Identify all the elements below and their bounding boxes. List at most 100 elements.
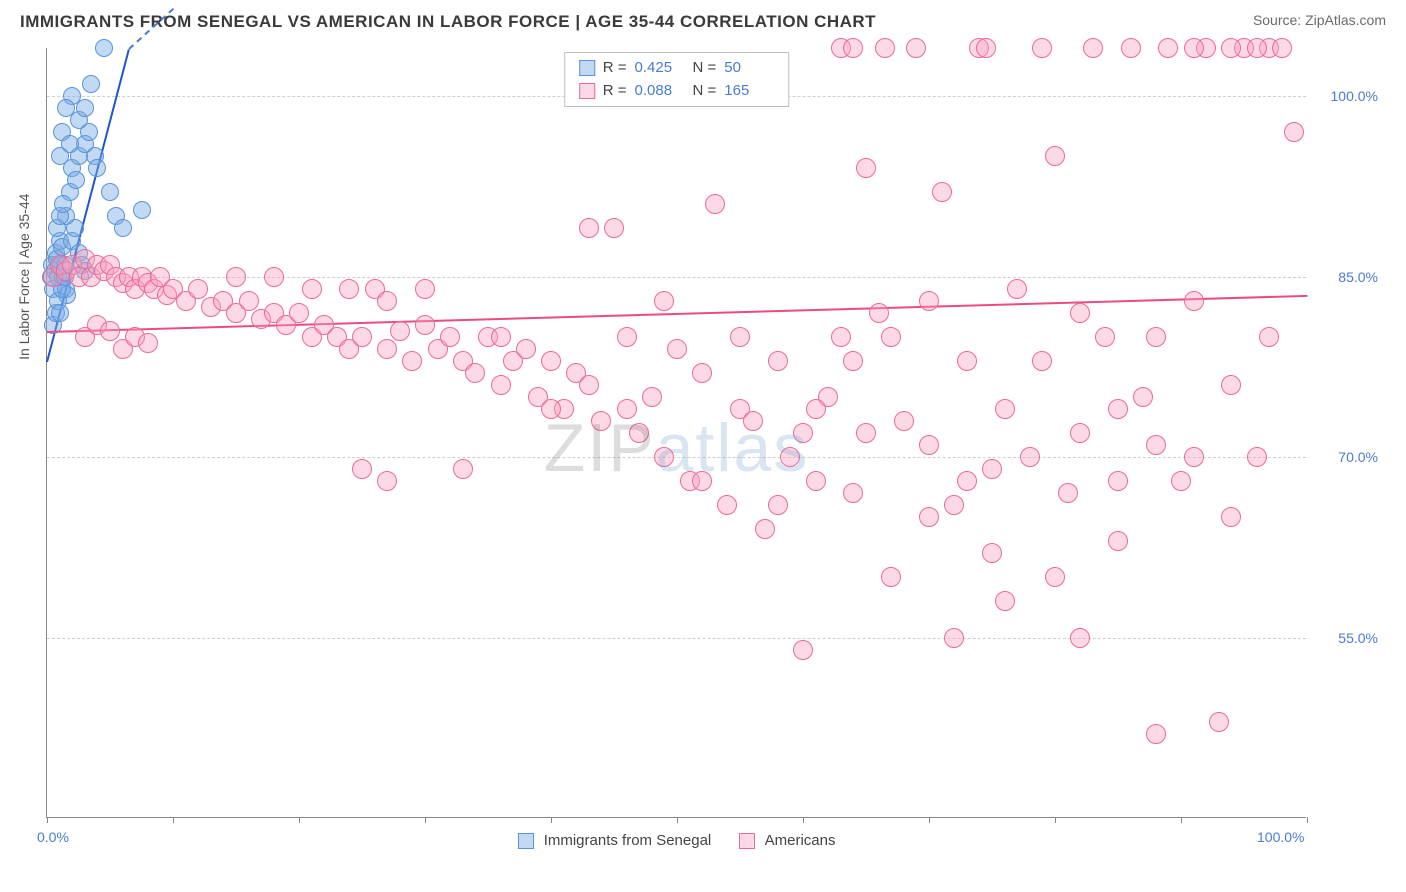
x-tick (1181, 817, 1182, 823)
data-point-senegal (61, 135, 79, 153)
data-point-americans (226, 267, 246, 287)
data-point-americans (1058, 483, 1078, 503)
data-point-senegal (54, 195, 72, 213)
plot-area: ZIPatlas R = 0.425 N = 50 R = 0.088 N = … (46, 48, 1306, 818)
source-name: ZipAtlas.com (1305, 12, 1386, 28)
data-point-americans (1259, 327, 1279, 347)
data-point-americans (138, 333, 158, 353)
data-point-americans (1070, 628, 1090, 648)
x-tick (299, 817, 300, 823)
data-point-americans (995, 399, 1015, 419)
data-point-americans (944, 628, 964, 648)
data-point-americans (982, 459, 1002, 479)
data-point-americans (1108, 399, 1128, 419)
data-point-americans (881, 567, 901, 587)
data-point-americans (339, 279, 359, 299)
data-point-americans (617, 399, 637, 419)
data-point-americans (440, 327, 460, 347)
y-tick-label: 100.0% (1331, 88, 1378, 104)
x-tick (677, 817, 678, 823)
data-point-americans (982, 543, 1002, 563)
data-point-americans (1108, 531, 1128, 551)
data-point-americans (541, 351, 561, 371)
data-point-americans (1209, 712, 1229, 732)
data-point-americans (692, 363, 712, 383)
data-point-americans (617, 327, 637, 347)
data-point-americans (377, 339, 397, 359)
data-point-americans (302, 279, 322, 299)
data-point-americans (894, 411, 914, 431)
data-point-americans (768, 351, 788, 371)
data-point-americans (1284, 122, 1304, 142)
data-point-americans (289, 303, 309, 323)
data-point-americans (591, 411, 611, 431)
data-point-americans (856, 158, 876, 178)
legend-label-americans: Americans (765, 832, 836, 849)
r-label: R = (603, 80, 627, 103)
source-attribution: Source: ZipAtlas.com (1253, 12, 1386, 28)
legend-swatch-senegal (579, 60, 595, 76)
data-point-americans (491, 375, 511, 395)
y-axis-title: In Labor Force | Age 35-44 (16, 194, 32, 360)
data-point-americans (793, 640, 813, 660)
data-point-americans (1158, 38, 1178, 58)
data-point-americans (1184, 291, 1204, 311)
data-point-americans (881, 327, 901, 347)
data-point-americans (453, 459, 473, 479)
x-tick-label: 0.0% (37, 829, 69, 845)
y-tick-label: 85.0% (1338, 269, 1378, 285)
data-point-americans (1146, 327, 1166, 347)
data-point-americans (629, 423, 649, 443)
x-tick (47, 817, 48, 823)
data-point-americans (667, 339, 687, 359)
data-point-americans (717, 495, 737, 515)
data-point-americans (843, 351, 863, 371)
x-tick (173, 817, 174, 823)
data-point-americans (843, 38, 863, 58)
y-tick-label: 70.0% (1338, 449, 1378, 465)
data-point-americans (843, 483, 863, 503)
data-point-americans (919, 291, 939, 311)
data-point-americans (919, 507, 939, 527)
data-point-americans (390, 321, 410, 341)
data-point-americans (579, 218, 599, 238)
n-label: N = (693, 80, 717, 103)
data-point-americans (806, 399, 826, 419)
gridline (47, 457, 1306, 458)
data-point-americans (1247, 447, 1267, 467)
data-point-americans (730, 327, 750, 347)
source-label: Source: (1253, 12, 1301, 28)
legend-swatch-americans (579, 83, 595, 99)
data-point-americans (1032, 351, 1052, 371)
data-point-americans (352, 327, 372, 347)
data-point-americans (1272, 38, 1292, 58)
data-point-americans (377, 291, 397, 311)
data-point-americans (1133, 387, 1153, 407)
data-point-americans (1108, 471, 1128, 491)
data-point-americans (1146, 435, 1166, 455)
data-point-americans (755, 519, 775, 539)
data-point-americans (705, 194, 725, 214)
data-point-americans (1007, 279, 1027, 299)
data-point-americans (239, 291, 259, 311)
data-point-americans (831, 327, 851, 347)
data-point-americans (780, 447, 800, 467)
legend-row-senegal: R = 0.425 N = 50 (579, 57, 775, 80)
x-tick (1055, 817, 1056, 823)
data-point-americans (264, 267, 284, 287)
data-point-americans (100, 321, 120, 341)
data-point-senegal (101, 183, 119, 201)
x-tick (1307, 817, 1308, 823)
data-point-senegal (57, 99, 75, 117)
data-point-americans (1083, 38, 1103, 58)
data-point-senegal (82, 75, 100, 93)
data-point-americans (1171, 471, 1191, 491)
data-point-senegal (88, 159, 106, 177)
data-point-senegal (95, 39, 113, 57)
data-point-americans (1121, 38, 1141, 58)
data-point-americans (919, 435, 939, 455)
data-point-americans (1095, 327, 1115, 347)
data-point-americans (352, 459, 372, 479)
n-value-americans: 165 (724, 80, 774, 103)
data-point-americans (415, 279, 435, 299)
